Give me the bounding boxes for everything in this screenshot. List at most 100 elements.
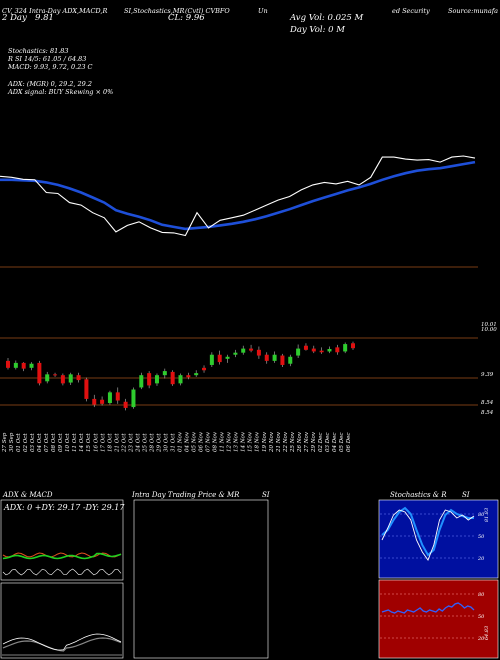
date-tick-label: 04 Nov — [185, 431, 191, 452]
macd-signal-line — [2, 637, 122, 652]
candle-down — [264, 354, 269, 361]
adx-signal-readout: ADX signal: BUY Skewing × 0% — [8, 88, 114, 96]
candle-down — [147, 373, 152, 386]
date-tick-label: 31 Oct — [171, 433, 177, 452]
date-tick-label: 14 Oct — [79, 433, 85, 452]
date-tick-label: 15 Oct — [86, 433, 92, 452]
date-tick-label: 14 Nov — [241, 431, 247, 452]
candle-down — [351, 343, 355, 349]
date-tick-label: 20 Nov — [269, 431, 275, 453]
date-tick-label: 25 Nov — [290, 431, 296, 453]
plus-di-line — [2, 552, 122, 560]
price-label-low2: 8.54 — [481, 410, 494, 416]
candle-down — [280, 355, 285, 365]
candle-down — [202, 367, 207, 371]
date-tick-label: 29 Nov — [311, 431, 317, 453]
date-tick-label: 25 Oct — [142, 433, 148, 453]
rsi-tick: 50 — [478, 614, 485, 620]
rsi-value: 64.83 — [484, 625, 491, 641]
date-tick-label: 16 Oct — [93, 433, 99, 452]
candle-up — [194, 373, 199, 376]
date-tick-label: 04 Oct — [37, 433, 43, 452]
main-price-chart: 27 Sep 30 Sep 01 Oct 02 Oct 03 Oct 04 Oct 07 O… — [0, 155, 478, 453]
candle-down — [37, 362, 42, 384]
day-value: 9.81 — [35, 13, 54, 23]
candle-up — [327, 349, 332, 352]
stochastics-d-line — [381, 506, 474, 557]
candle-up — [209, 354, 214, 365]
date-tick-label: 06 Dec — [346, 433, 352, 453]
date-tick-label: 11 Oct — [72, 433, 78, 452]
date-tick-label: 27 Nov — [304, 431, 310, 453]
candle-up — [225, 356, 230, 359]
stochastics-si: SI — [462, 491, 470, 499]
date-tick-label: 19 Nov — [262, 431, 268, 452]
date-tick-label: 05 Nov — [192, 431, 198, 452]
candle-down — [76, 375, 81, 381]
date-tick-label: 06 Nov — [199, 431, 205, 452]
date-tick-label: 11 Nov — [220, 431, 226, 452]
adx-macd-title: ADX & MACD — [3, 491, 53, 499]
intraday-title: Intra Day Trading Price & MR — [132, 491, 240, 499]
candle-up — [107, 392, 112, 403]
stochastics-title: Stochastics & R — [390, 491, 447, 499]
candle-up — [272, 354, 277, 361]
candle-down — [123, 401, 128, 408]
date-tick-label: 15 Nov — [248, 431, 254, 452]
macd-panel-frame — [0, 582, 124, 659]
candle-up — [162, 371, 167, 376]
candle-up — [233, 352, 238, 355]
date-tick-label: 02 Oct — [23, 433, 29, 452]
date-tick-label: 13 Nov — [234, 431, 240, 452]
date-tick-label: 07 Nov — [206, 431, 212, 452]
stochastics-value: 81.83 — [484, 507, 491, 523]
candle-down — [256, 349, 261, 356]
date-tick-label: 04 Dec — [332, 433, 338, 453]
candle-up — [154, 375, 159, 384]
date-tick-label: 18 Oct — [107, 433, 113, 452]
rsi-tick: 80 — [478, 592, 485, 598]
date-tick-label: 30 Sep — [9, 432, 15, 452]
date-tick-label: 07 Oct — [44, 433, 50, 452]
date-tick-label: 03 Oct — [30, 433, 36, 452]
candle-down — [60, 375, 65, 384]
date-tick-label: 29 Oct — [156, 433, 162, 453]
stochastics-tick: 50 — [478, 534, 485, 540]
avg-volume: Avg Vol: 0.025 M — [290, 13, 364, 23]
ema-line — [0, 160, 476, 231]
candle-down — [53, 374, 58, 376]
macd-line — [2, 633, 122, 651]
legend-line: (Cvtl) CVBFO — [185, 7, 230, 15]
candle-down — [319, 350, 324, 353]
rsi-readout: R SI 14/5: 61.05 / 64.83 — [8, 55, 87, 63]
symbol-label: SI,Stochastics,MR — [124, 7, 185, 15]
date-tick-label: 28 Oct — [149, 433, 155, 453]
candle-down — [92, 398, 97, 405]
candle-down — [6, 360, 10, 368]
adx-readout: ADX: (MGR) 0, 29.2, 29.2 — [8, 80, 93, 88]
rsi-tick: 20 — [477, 636, 485, 642]
candle-down — [21, 362, 26, 369]
price-label-mid: 9.39 — [481, 372, 494, 378]
date-tick-label: 10 Oct — [65, 433, 71, 452]
candle-up — [241, 348, 246, 353]
intraday-panel-frame — [133, 499, 269, 659]
date-tick-label: 01 Nov — [178, 431, 184, 452]
date-tick-label: 22 Oct — [121, 433, 127, 453]
rsi-line — [381, 602, 475, 614]
header-fragment-security: ed Security — [392, 7, 430, 15]
date-tick-label: 09 Oct — [58, 433, 64, 452]
candle-up — [178, 375, 183, 384]
candle-down — [249, 348, 254, 351]
rsi-panel — [378, 579, 499, 659]
day-label: 2 Day — [2, 13, 27, 23]
adx-panel-frame — [0, 499, 124, 581]
candle-up — [343, 344, 348, 352]
date-tick-label: 21 Nov — [276, 431, 282, 453]
candle-up — [68, 374, 73, 383]
date-tick-label: 21 Oct — [114, 433, 120, 453]
date-tick-label: 30 Oct — [164, 433, 170, 452]
date-tick-label: 23 Oct — [128, 433, 134, 453]
candle-down — [335, 347, 340, 353]
